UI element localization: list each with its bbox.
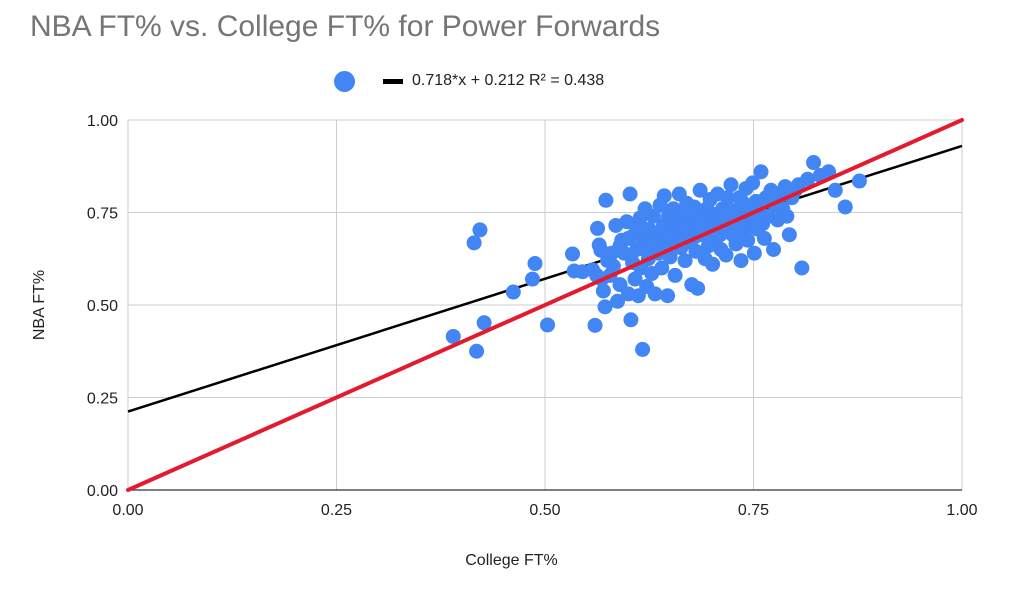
trendline-layer	[127, 144, 963, 413]
legend-marker-trendline	[383, 78, 403, 84]
data-point	[837, 199, 853, 215]
y-tick-label: 0.00	[87, 483, 118, 500]
y-tick-label: 0.75	[87, 206, 118, 223]
x-tick-label: 0.50	[529, 502, 560, 519]
y-tick-label: 1.00	[87, 113, 118, 130]
data-point	[734, 193, 750, 209]
data-point	[667, 267, 683, 283]
legend-label-trendline: 0.718*x + 0.212 R² = 0.438	[412, 72, 605, 89]
gridlines	[127, 119, 963, 491]
data-point	[605, 258, 621, 274]
x-axis-title: College FT%	[465, 552, 558, 569]
data-point	[472, 222, 488, 238]
y-tick-label: 0.50	[87, 298, 118, 315]
data-point	[766, 242, 782, 257]
legend-marker-points	[334, 70, 355, 92]
data-point	[565, 246, 581, 262]
reference-line	[126, 118, 964, 492]
data-point	[724, 205, 740, 220]
data-point	[660, 288, 676, 304]
data-point	[851, 173, 867, 189]
data-point	[720, 190, 736, 206]
data-point	[604, 245, 620, 261]
data-point	[527, 256, 543, 272]
data-point	[597, 299, 613, 315]
data-point	[598, 192, 614, 208]
data-point	[779, 208, 795, 224]
data-point	[800, 171, 816, 187]
data-point	[794, 260, 810, 276]
data-point	[733, 253, 749, 269]
data-point	[827, 182, 843, 198]
data-point	[637, 242, 653, 257]
data-point	[746, 245, 762, 261]
data-point	[806, 155, 822, 171]
y-tick-label: 0.25	[87, 391, 118, 408]
data-point	[622, 186, 638, 202]
data-point	[654, 260, 670, 276]
data-point	[466, 235, 482, 251]
data-point	[781, 227, 797, 243]
data-point	[595, 283, 611, 299]
data-point	[656, 188, 672, 204]
chart-title: NBA FT% vs. College FT% for Power Forwar…	[30, 10, 661, 43]
data-point	[729, 230, 745, 246]
data-point	[718, 247, 734, 263]
data-point	[692, 182, 708, 198]
x-tick-label: 0.25	[321, 502, 352, 519]
legend: 0.718*x + 0.212 R² = 0.438	[334, 66, 604, 96]
data-point	[524, 271, 540, 287]
data-point	[587, 317, 603, 333]
data-point	[645, 208, 661, 224]
tick-labels: 0.00 0.25 0.50 0.75 1.00 0.00 0.25 0.50 0.75 1.00	[87, 113, 978, 519]
data-point	[610, 293, 626, 309]
x-tick-label: 1.00	[946, 502, 977, 519]
data-point	[540, 317, 556, 333]
data-point	[469, 343, 485, 359]
data-point	[476, 315, 492, 331]
data-point	[756, 230, 772, 246]
data-point	[445, 328, 461, 344]
data-point	[677, 203, 693, 219]
data-point	[753, 164, 769, 180]
data-point	[690, 280, 706, 296]
data-point	[662, 230, 678, 246]
data-point	[647, 286, 663, 302]
data-point	[505, 284, 521, 300]
y-axis-title: NBA FT%	[31, 269, 48, 341]
data-point	[745, 175, 761, 191]
data-point	[627, 271, 643, 287]
data-point	[635, 341, 651, 357]
trendline	[127, 144, 963, 413]
data-point	[723, 177, 739, 193]
reference-line-layer	[126, 118, 964, 492]
data-point	[623, 312, 639, 328]
x-tick-label: 0.75	[738, 502, 769, 519]
data-point	[590, 220, 606, 236]
data-point	[629, 219, 645, 235]
data-point	[705, 256, 721, 272]
data-point	[677, 253, 693, 269]
x-tick-label: 0.00	[112, 502, 143, 519]
